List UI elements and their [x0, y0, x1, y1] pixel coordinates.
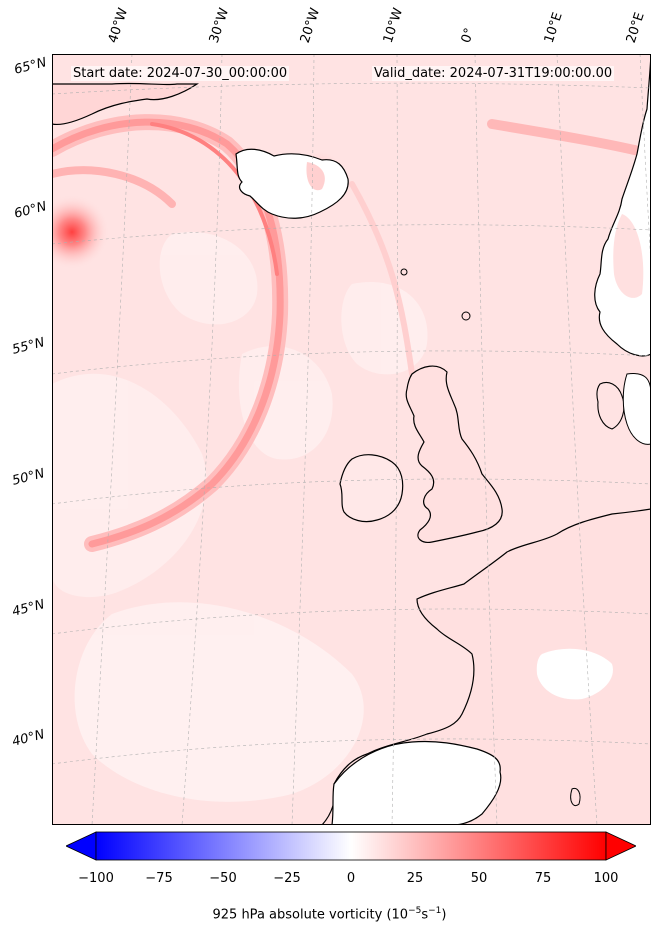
map-canvas — [52, 54, 651, 825]
graticule — [52, 54, 651, 825]
valid-date-label: Valid_date: 2024-07-31T19:00:00.00 — [372, 66, 615, 81]
land-greenland — [52, 82, 199, 126]
colorbar — [66, 831, 636, 861]
colorbar-tick: −100 — [78, 871, 114, 886]
colorbar-tick: −50 — [209, 871, 237, 886]
colorbar-label-exp2: −1 — [428, 906, 442, 916]
vorticity-max-core — [52, 194, 110, 270]
lat-label-50n: 50°N — [10, 466, 47, 489]
lon-label-0: 0° — [458, 26, 478, 45]
colorbar-extend-low — [66, 831, 97, 861]
colorbar-tick: −75 — [145, 871, 173, 886]
vorticity-map — [52, 54, 651, 825]
map-border — [52, 54, 651, 825]
colorbar-label-end: ) — [441, 907, 447, 923]
lon-label-20w: 20°W — [297, 6, 324, 45]
land-great-britain — [405, 365, 503, 543]
colorbar-tick: 0 — [346, 871, 356, 886]
lat-label-65n: 65°N — [12, 55, 49, 78]
colorbar-extend-high — [605, 831, 636, 861]
vorticity-band — [52, 114, 651, 552]
lon-label-20e: 20°E — [623, 10, 648, 46]
lon-label-10w: 10°W — [380, 6, 407, 45]
lat-label-55n: 55°N — [10, 335, 47, 358]
colorbar-tick: 100 — [593, 871, 619, 886]
colorbar-body — [95, 831, 607, 861]
colorbar-tick: 25 — [406, 871, 424, 886]
land-sweden-south — [622, 373, 651, 445]
island-faroe — [400, 268, 408, 276]
lat-label-40n: 40°N — [10, 727, 47, 750]
lon-label-30w: 30°W — [206, 6, 233, 45]
land-corsica — [570, 787, 581, 807]
colorbar-label-mid: s — [421, 907, 429, 923]
island-shetland — [461, 311, 471, 321]
land-alps — [536, 648, 613, 700]
land-iceland — [235, 148, 349, 219]
land-ireland — [339, 454, 404, 523]
lat-label-60n: 60°N — [12, 199, 49, 222]
colorbar-tick: −25 — [273, 871, 301, 886]
lon-label-40w: 40°W — [105, 6, 132, 45]
colorbar-label-text: 925 hPa absolute vorticity (10 — [212, 907, 409, 923]
colorbar-label-exp1: −5 — [408, 906, 422, 916]
colorbar-label: 925 hPa absolute vorticity (10−5s−1) — [0, 906, 659, 922]
colorbar-tick: 50 — [470, 871, 488, 886]
land-denmark — [596, 381, 625, 430]
start-date-label: Start date: 2024-07-30_00:00:00 — [71, 66, 290, 81]
lat-label-45n: 45°N — [10, 597, 47, 620]
lon-label-10e: 10°E — [541, 10, 566, 46]
colorbar-tick: 75 — [534, 871, 552, 886]
